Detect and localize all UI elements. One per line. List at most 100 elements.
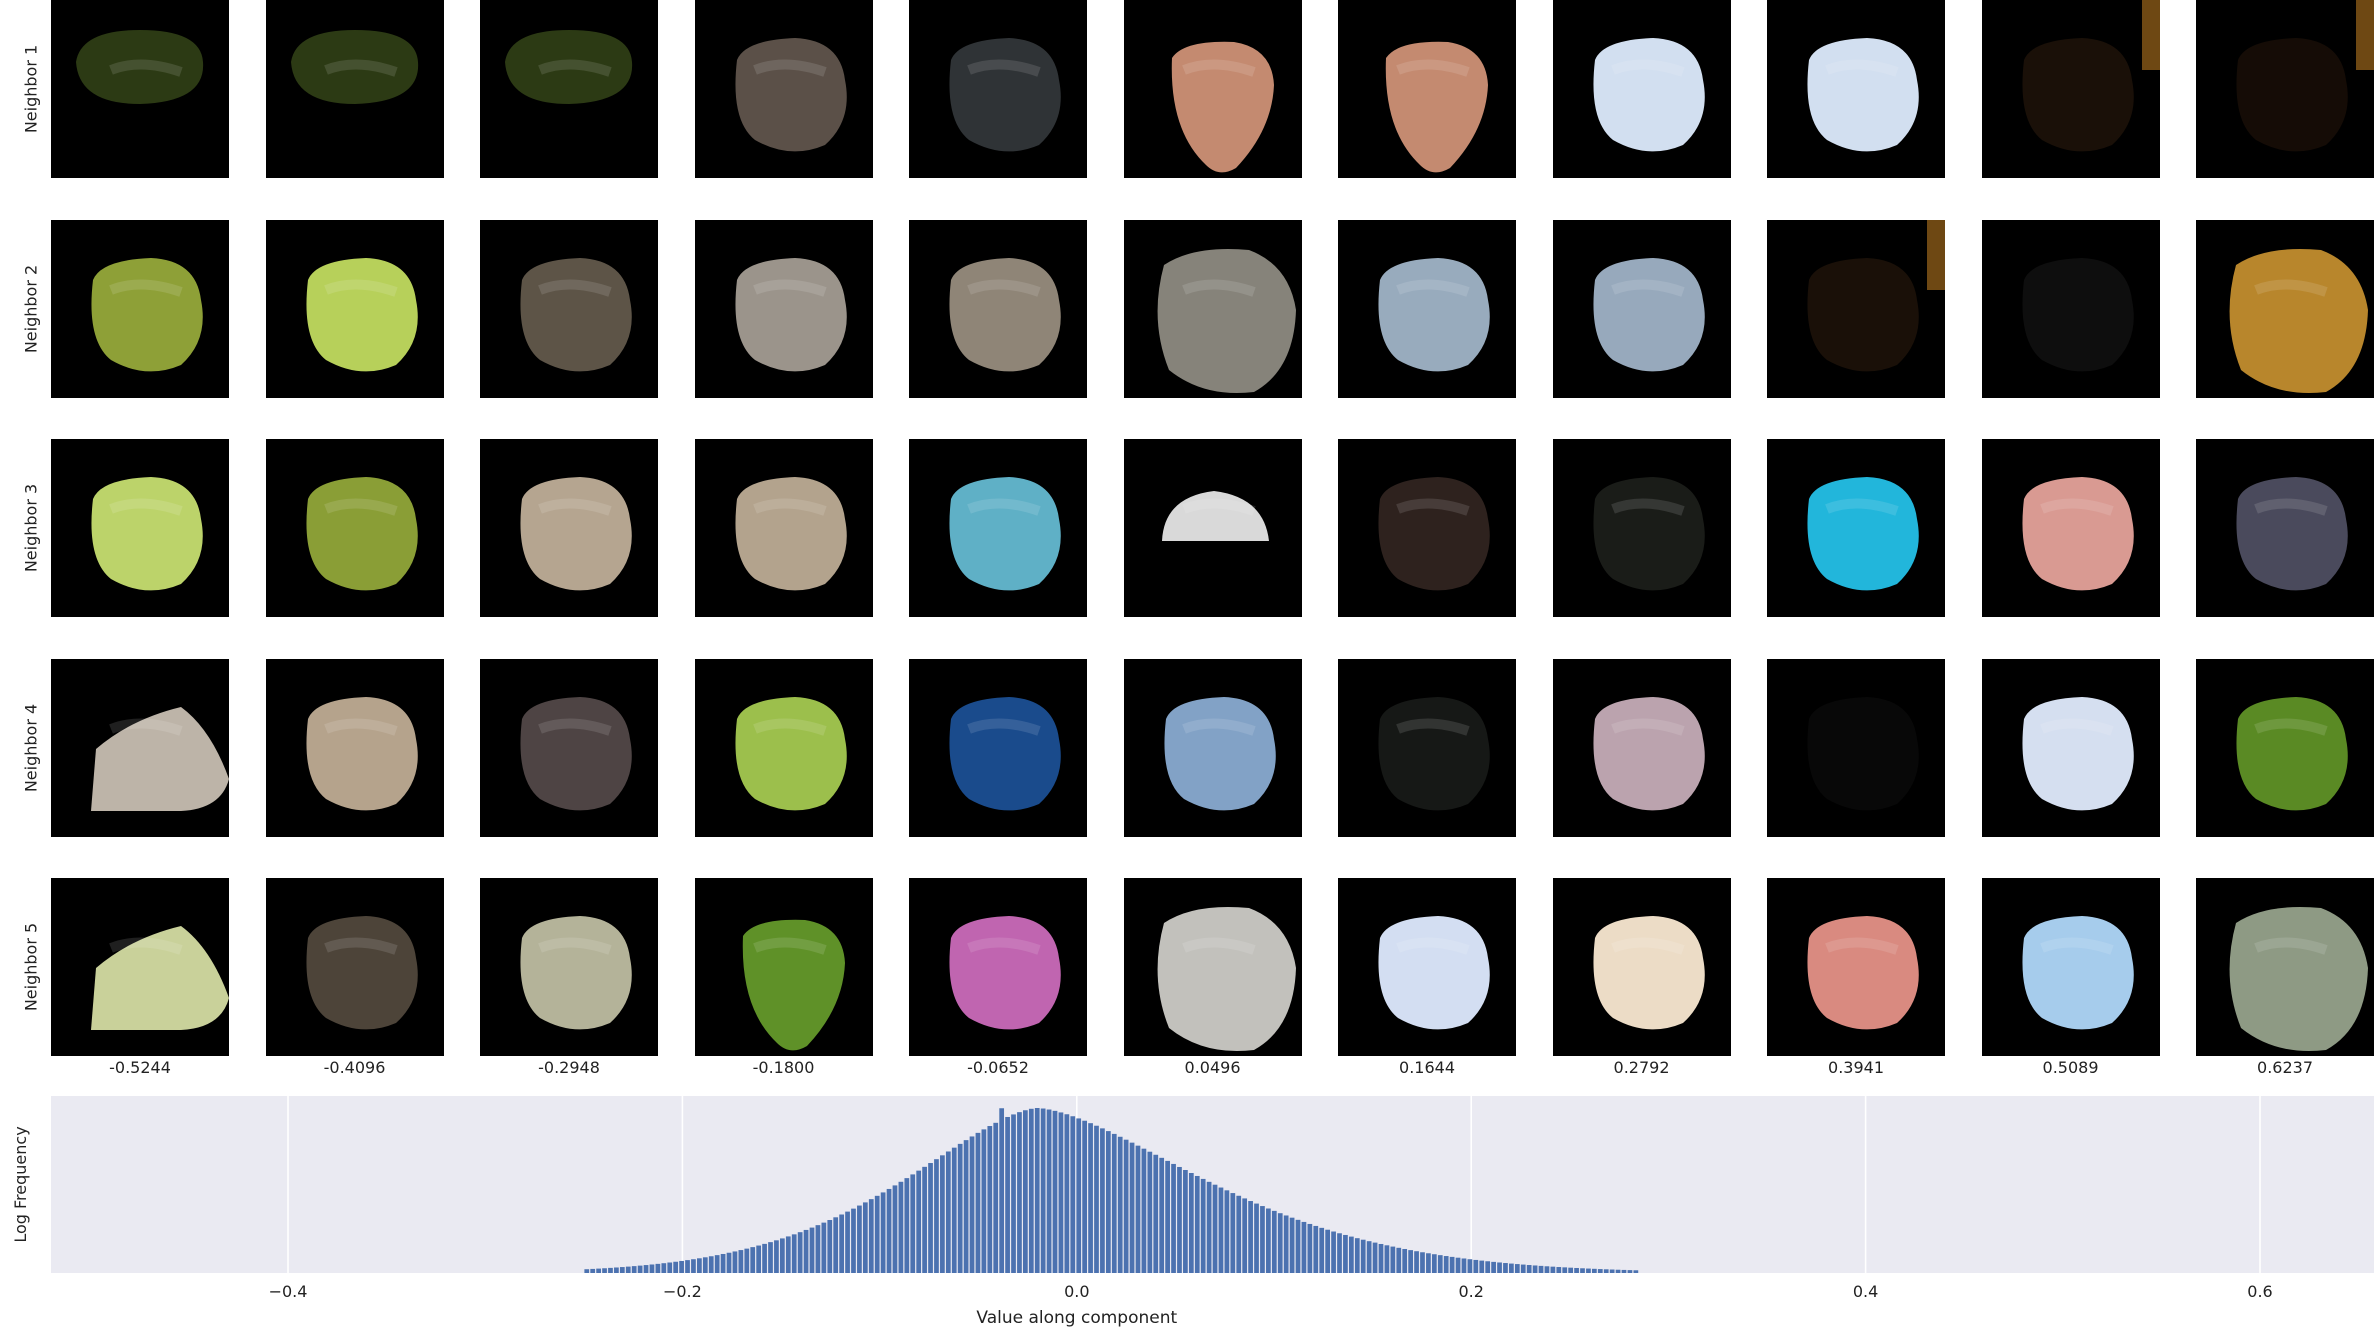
patch-graphic (76, 30, 204, 104)
histogram-bar (1449, 1256, 1455, 1273)
neighbor-image (480, 658, 658, 837)
histogram-bar (1491, 1261, 1496, 1273)
patch-texture (1825, 498, 1899, 516)
histogram-bar (1408, 1250, 1413, 1273)
neighbor-image (694, 219, 873, 398)
patch-texture (109, 937, 183, 955)
column-label: 0.6237 (2257, 1058, 2313, 1077)
patch-shape (1807, 916, 1919, 1030)
patch-graphic (1385, 41, 1488, 173)
patch-graphic (734, 477, 847, 591)
patch-shape (1592, 257, 1705, 371)
histogram-bar (874, 1195, 880, 1273)
histogram-bar (1556, 1267, 1562, 1273)
patch-texture (967, 278, 1041, 297)
neighbor-image (1552, 0, 1731, 178)
histogram-bar (1289, 1217, 1295, 1273)
patch-graphic (2236, 0, 2374, 152)
column-label: -0.5244 (109, 1058, 171, 1077)
histogram-bar (1070, 1116, 1076, 1273)
histogram-bar (1597, 1269, 1603, 1273)
histogram-bar (1230, 1193, 1236, 1273)
histogram-bar (714, 1255, 720, 1273)
histogram-bar (596, 1268, 601, 1273)
patch-graphic (949, 38, 1061, 152)
patch-texture (323, 937, 398, 955)
histogram-bar (619, 1267, 625, 1273)
histogram-bar (1348, 1236, 1354, 1273)
histogram-bar (827, 1220, 833, 1273)
histogram-bar (1627, 1270, 1633, 1273)
histogram-bar (1183, 1169, 1188, 1273)
histogram-bar (1437, 1255, 1443, 1273)
patch-graphic (1592, 916, 1705, 1030)
neighbor-image (909, 0, 1087, 178)
histogram-bar (1461, 1258, 1467, 1273)
histogram-bar (1088, 1123, 1093, 1273)
patch-texture (967, 937, 1041, 955)
patch-shape (1592, 477, 1705, 591)
histogram-panel: −0.4 −0.2 0.0 0.2 0.4 0.6 Value along componen… (0, 1090, 2374, 1344)
neighbor-image (1767, 219, 1945, 398)
neighbor-image (1981, 439, 2160, 617)
histogram-bar (1455, 1257, 1461, 1273)
histogram-bar (697, 1258, 702, 1273)
patch-shape (1171, 41, 1274, 173)
histogram-bar (1396, 1247, 1402, 1273)
histogram-bar (940, 1155, 945, 1273)
neighbor-image (51, 878, 229, 1056)
histogram-bar (691, 1259, 696, 1273)
x-tick-label: −0.2 (663, 1282, 702, 1301)
column-label: 0.3941 (1828, 1058, 1884, 1077)
histogram-bar (1574, 1267, 1579, 1273)
histogram-bar (1473, 1259, 1479, 1273)
row-label: Neighbor 1 (21, 44, 41, 134)
patch-graphic (520, 916, 632, 1030)
neighbor-image (694, 0, 873, 178)
patch-texture (1610, 717, 1685, 736)
patch-texture (1396, 278, 1470, 297)
histogram-bar (750, 1247, 756, 1273)
histogram-bar (1603, 1269, 1609, 1273)
histogram-bar (1153, 1154, 1159, 1273)
patch-graphic (1378, 696, 1490, 810)
patch-shape (76, 30, 204, 104)
patch-texture (109, 278, 183, 297)
log-frequency-histogram: −0.4 −0.2 0.0 0.2 0.4 0.6 Value along componen… (11, 1096, 2374, 1328)
patch-shape (505, 30, 633, 104)
patch-texture (323, 717, 398, 736)
histogram-bar (981, 1129, 987, 1273)
histogram-bar (1568, 1267, 1574, 1273)
histogram-bar (655, 1263, 661, 1273)
neighbor-image (1552, 658, 1731, 837)
histogram-bar (637, 1265, 643, 1273)
histogram-bar (1378, 1243, 1384, 1273)
histogram-bar (1426, 1253, 1431, 1273)
histogram-bar (1023, 1110, 1028, 1273)
histogram-bar (774, 1240, 779, 1273)
patch-shape (1157, 907, 1296, 1052)
histogram-bar (768, 1242, 773, 1273)
neighbor-image (1767, 658, 1945, 837)
histogram-bar (1580, 1268, 1585, 1273)
histogram-bar (1562, 1267, 1568, 1273)
histogram-bar (1100, 1128, 1105, 1273)
histogram-bar (1171, 1163, 1176, 1273)
patch-graphic (2021, 0, 2160, 152)
patch-texture (2039, 937, 2114, 955)
patch-shape (1807, 38, 1919, 152)
column-label: -0.2948 (538, 1058, 600, 1077)
histogram-bar (1520, 1264, 1526, 1273)
histogram-bar (857, 1205, 862, 1273)
neighbor-image (51, 658, 229, 837)
neighbor-image (480, 219, 658, 398)
histogram-bar (1621, 1269, 1627, 1273)
histogram-bar (1609, 1269, 1615, 1273)
neighbor-image (909, 658, 1087, 837)
neighbor-image (1338, 0, 1516, 178)
patch-shape (734, 696, 847, 810)
histogram-bar (1550, 1266, 1556, 1273)
x-tick-label: −0.4 (269, 1282, 308, 1301)
histogram-bar (785, 1236, 791, 1273)
histogram-bar (951, 1147, 957, 1273)
